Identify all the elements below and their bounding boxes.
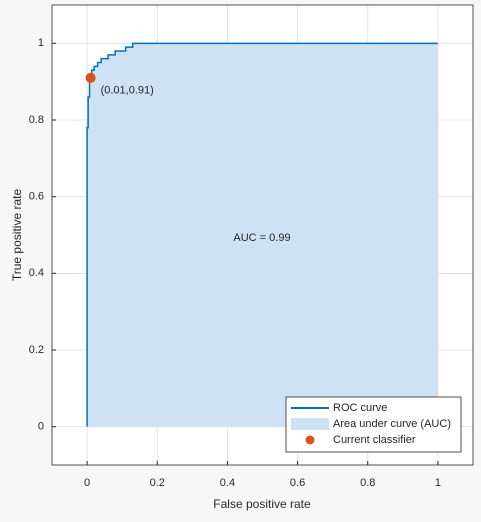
auc-area bbox=[87, 43, 438, 427]
current-classifier bbox=[85, 72, 96, 83]
x-tick-label: 0.2 bbox=[150, 477, 165, 489]
auc-annotation: AUC = 0.99 bbox=[233, 232, 290, 244]
axes-box bbox=[51, 4, 474, 466]
y-tick-label: 0.4 bbox=[29, 267, 44, 279]
x-tick-label: 1 bbox=[435, 477, 441, 489]
y-tick-label: 1 bbox=[38, 37, 44, 49]
x-tick-label: 0.4 bbox=[220, 477, 235, 489]
point-label: (0.01,0.91) bbox=[101, 85, 154, 97]
roc-curve bbox=[86, 42, 438, 427]
x-tick-label: 0.6 bbox=[290, 477, 305, 489]
legend-patch bbox=[291, 418, 329, 430]
legend: ROC curve Area under curve (AUC) Current c… bbox=[285, 396, 462, 453]
legend-label: ROC curve bbox=[333, 402, 387, 414]
y-tick-label: 0 bbox=[38, 421, 44, 433]
legend-label: Area under curve (AUC) bbox=[333, 418, 451, 430]
y-tick-label: 0.8 bbox=[29, 114, 44, 126]
y-tick-label: 0.6 bbox=[29, 191, 44, 203]
legend-marker bbox=[305, 435, 315, 445]
x-tick-label: 0.8 bbox=[360, 477, 375, 489]
y-axis-label: True positive rate bbox=[10, 189, 24, 282]
legend-label: Current classifier bbox=[333, 434, 416, 446]
y-tick-label: 0.2 bbox=[29, 344, 44, 356]
marks: AUC = 0.99 (0.01,0.91) bbox=[85, 42, 438, 427]
x-tick-label: 0 bbox=[84, 477, 90, 489]
x-axis-label: False positive rate bbox=[213, 497, 311, 511]
